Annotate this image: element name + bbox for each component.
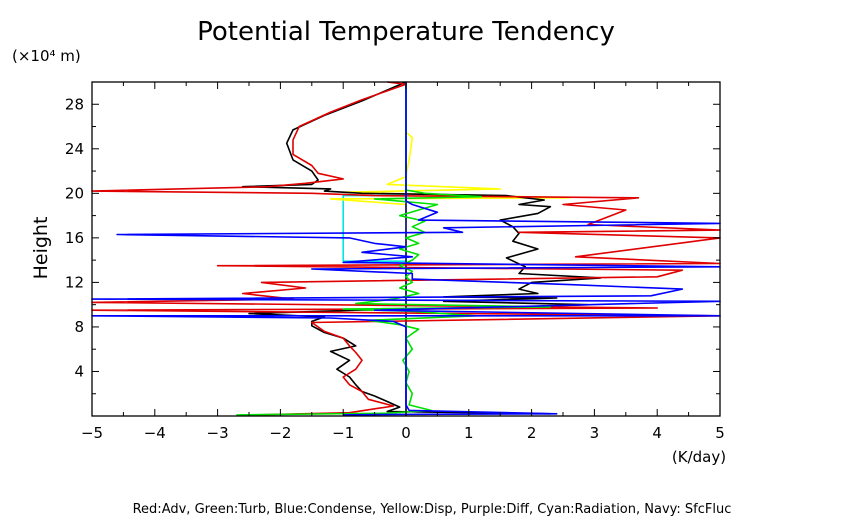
y-tick-label: 12 [65, 273, 84, 291]
x-tick-label: 3 [590, 424, 600, 442]
plot-lines [91, 81, 721, 417]
series-condense [91, 82, 721, 416]
y-tick-label: 8 [74, 318, 84, 336]
y-tick-label: 20 [65, 184, 84, 202]
x-axis-unit: (K/day) [672, 448, 726, 466]
x-tick-label: 1 [464, 424, 474, 442]
series-disp [329, 82, 571, 416]
x-tick-label: −3 [207, 424, 229, 442]
axis-ticks [91, 82, 721, 416]
y-tick-label: 28 [65, 95, 84, 113]
y-axis-unit: (×10⁴ m) [12, 47, 81, 65]
y-axis-label: Height [30, 217, 52, 280]
series-adv [91, 81, 721, 417]
series-turb [236, 82, 552, 416]
chart-title: Potential Temperature Tendency [197, 17, 615, 47]
x-tick-label: −4 [144, 424, 166, 442]
x-tick-label: −1 [332, 424, 354, 442]
legend-caption: Red:Adv, Green:Turb, Blue:Condense, Yell… [133, 502, 732, 517]
x-tick-label: 5 [715, 424, 725, 442]
y-tick-label: 16 [65, 229, 84, 247]
y-tick-label: 24 [65, 140, 84, 158]
x-tick-label: 0 [401, 424, 411, 442]
x-tick-label: 2 [527, 424, 537, 442]
x-tick-label: −2 [269, 424, 291, 442]
y-tick-label: 4 [74, 362, 84, 380]
x-tick-label: 4 [652, 424, 662, 442]
series-radiation [342, 82, 407, 416]
x-tick-label: −5 [81, 424, 103, 442]
